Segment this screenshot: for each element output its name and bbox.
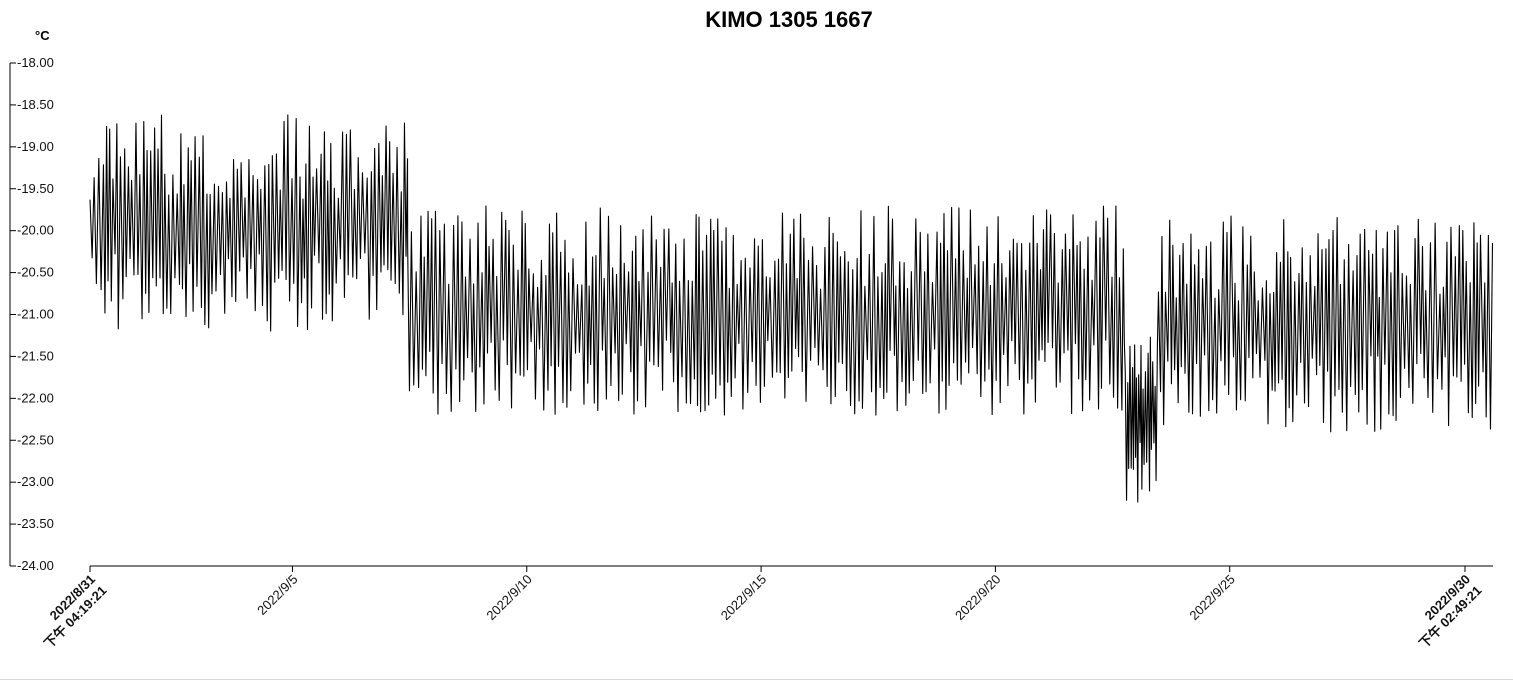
x-tick-label: 2022/9/5 xyxy=(254,572,300,618)
y-tick-label: -23.50 xyxy=(17,516,54,531)
x-tick-label-date: 2022/9/10 xyxy=(483,572,535,624)
y-tick-label: -18.50 xyxy=(17,97,54,112)
y-tick-label: -21.00 xyxy=(17,307,54,322)
x-tick-label: 2022/9/15 xyxy=(718,572,770,624)
series-line xyxy=(89,114,1494,503)
x-tick-label-date: 2022/9/20 xyxy=(952,572,1004,624)
x-tick-label-date: 2022/9/15 xyxy=(718,572,770,624)
x-tick-label-date: 2022/9/5 xyxy=(254,572,300,618)
bottom-divider xyxy=(0,679,1513,680)
chart-title: KIMO 1305 1667 xyxy=(705,7,873,32)
x-tick-label: 2022/9/20 xyxy=(952,572,1004,624)
y-tick-label: -19.00 xyxy=(17,139,54,154)
y-tick-label: -20.00 xyxy=(17,223,54,238)
y-axis: -18.00 -18.50 -19.00 -19.50 -20.00 -20.50 -21.… xyxy=(9,55,54,573)
y-tick-label: -24.00 xyxy=(17,558,54,573)
x-tick-label-date: 2022/9/25 xyxy=(1186,572,1238,624)
y-axis-unit: °C xyxy=(35,28,50,43)
y-tick-label: -19.50 xyxy=(17,181,54,196)
y-tick-label: -18.00 xyxy=(17,55,54,70)
series-group xyxy=(89,114,1494,503)
y-tick-label: -21.50 xyxy=(17,348,54,363)
y-tick-label: -22.50 xyxy=(17,432,54,447)
x-tick-label: 2022/9/25 xyxy=(1186,572,1238,624)
y-tick-label: -23.00 xyxy=(17,474,54,489)
x-tick-label: 2022/9/10 xyxy=(483,572,535,624)
y-tick-label: -22.00 xyxy=(17,390,54,405)
y-tick-label: -20.50 xyxy=(17,265,54,280)
